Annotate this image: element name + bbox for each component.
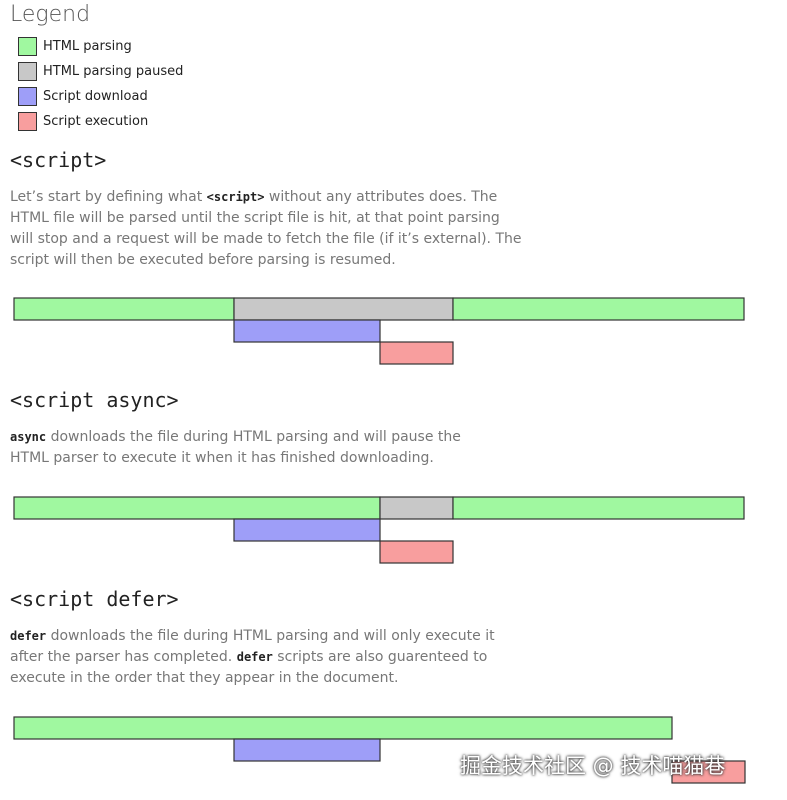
parsing-bar xyxy=(13,496,381,520)
code: defer xyxy=(236,650,273,664)
legend-item: Script execution xyxy=(18,112,148,131)
code: defer xyxy=(10,629,47,643)
legend-item: HTML parsing paused xyxy=(18,62,183,81)
parsing-bar xyxy=(13,297,235,321)
parsing-bar xyxy=(452,496,745,520)
execution-bar xyxy=(379,341,454,365)
parsing-bar xyxy=(13,716,673,740)
legend-label: Script download xyxy=(43,89,148,104)
legend-label: HTML parsing paused xyxy=(43,64,184,79)
paragraph: defer downloads the file during HTML par… xyxy=(10,626,510,689)
legend-title: Legend xyxy=(10,2,91,27)
watermark: 掘金技术社区 @ 技术喵猫巷 xyxy=(460,754,726,778)
text: without any attributes does. The HTML fi… xyxy=(10,189,522,268)
execution-bar xyxy=(671,760,746,784)
legend-item: Script download xyxy=(18,87,148,106)
heading: <script defer> xyxy=(10,587,179,611)
text: Let’s start by defining what xyxy=(10,189,207,205)
text: downloads the file during HTML parsing a… xyxy=(10,628,495,665)
paused-bar xyxy=(233,297,454,321)
download-bar xyxy=(233,319,381,343)
download-bar xyxy=(233,738,381,762)
text: scripts are also guarenteed to execute i… xyxy=(10,649,488,686)
execution-bar xyxy=(379,540,454,564)
paused-bar xyxy=(379,496,454,520)
code: <script> xyxy=(206,190,265,204)
legend-item: HTML parsing xyxy=(18,37,132,56)
legend-label: HTML parsing xyxy=(43,39,132,54)
code: async xyxy=(10,430,47,444)
heading: <script> xyxy=(10,148,107,172)
parsing-bar xyxy=(452,297,745,321)
heading: <script async> xyxy=(10,388,179,412)
legend-label: Script execution xyxy=(43,114,149,129)
paragraph: async downloads the file during HTML par… xyxy=(10,427,490,469)
download-bar xyxy=(233,518,381,542)
paragraph: Let’s start by defining what <script> wi… xyxy=(10,187,525,271)
text: downloads the file during HTML parsing a… xyxy=(10,429,461,466)
